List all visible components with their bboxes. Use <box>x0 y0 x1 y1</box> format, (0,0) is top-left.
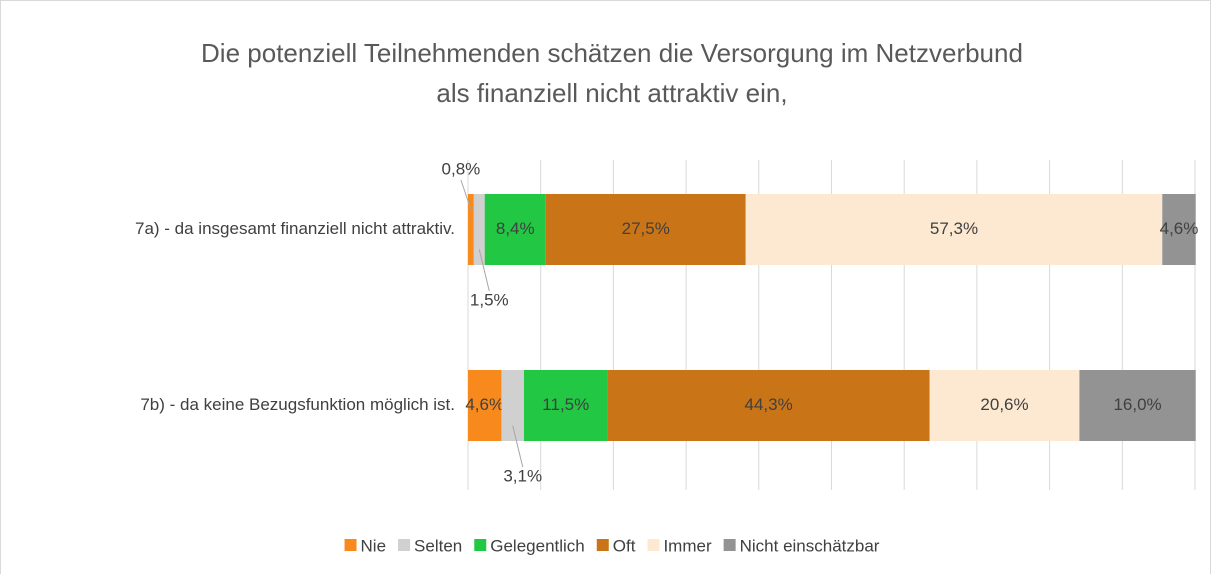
legend-label: Gelegentlich <box>490 536 585 555</box>
data-label: 20,6% <box>980 395 1028 414</box>
leader-line <box>512 425 524 468</box>
bar-segment <box>545 194 746 265</box>
data-label: 4,6% <box>465 395 504 414</box>
bar-segment <box>607 370 930 441</box>
legend-label: Oft <box>613 536 636 555</box>
bar-segment <box>745 194 1163 265</box>
leader-line <box>460 179 472 210</box>
bar-segment <box>501 370 524 441</box>
legend-swatch <box>398 539 411 551</box>
legend-swatch <box>344 539 357 551</box>
bar-segment <box>523 370 608 441</box>
legend-label: Selten <box>414 536 462 555</box>
bar-segment <box>468 194 474 265</box>
legend-label: Nie <box>361 536 387 555</box>
legend-swatch <box>474 539 487 551</box>
data-label: 8,4% <box>496 219 535 238</box>
data-label: 1,5% <box>470 290 509 309</box>
legend-label: Immer <box>663 536 712 555</box>
bar-segment <box>484 194 546 265</box>
bar-segment <box>1079 370 1196 441</box>
bar-segment <box>1162 194 1196 265</box>
category-label: 7a) - da insgesamt finanziell nicht attr… <box>135 219 455 238</box>
chart-title: Die potenziell Teilnehmenden schätzen di… <box>201 38 1023 68</box>
data-label: 57,3% <box>930 219 978 238</box>
data-label: 11,5% <box>542 395 589 414</box>
legend-swatch <box>647 539 660 551</box>
data-label: 16,0% <box>1113 395 1161 414</box>
category-label: 7b) - da keine Bezugsfunktion möglich is… <box>140 395 455 414</box>
legend-swatch <box>596 539 609 551</box>
chart-title: als finanziell nicht attraktiv ein, <box>436 78 787 108</box>
data-label: 44,3% <box>745 395 793 414</box>
legend-swatch <box>723 539 736 551</box>
data-label: 0,8% <box>442 159 481 178</box>
bar-segment <box>929 370 1080 441</box>
data-label: 27,5% <box>622 219 670 238</box>
bar-segment <box>468 370 502 441</box>
leader-line <box>478 249 490 292</box>
bar-segment <box>473 194 485 265</box>
legend-label: Nicht einschätzbar <box>740 536 880 555</box>
data-label: 3,1% <box>503 466 542 485</box>
data-label: 4,6% <box>1160 219 1199 238</box>
